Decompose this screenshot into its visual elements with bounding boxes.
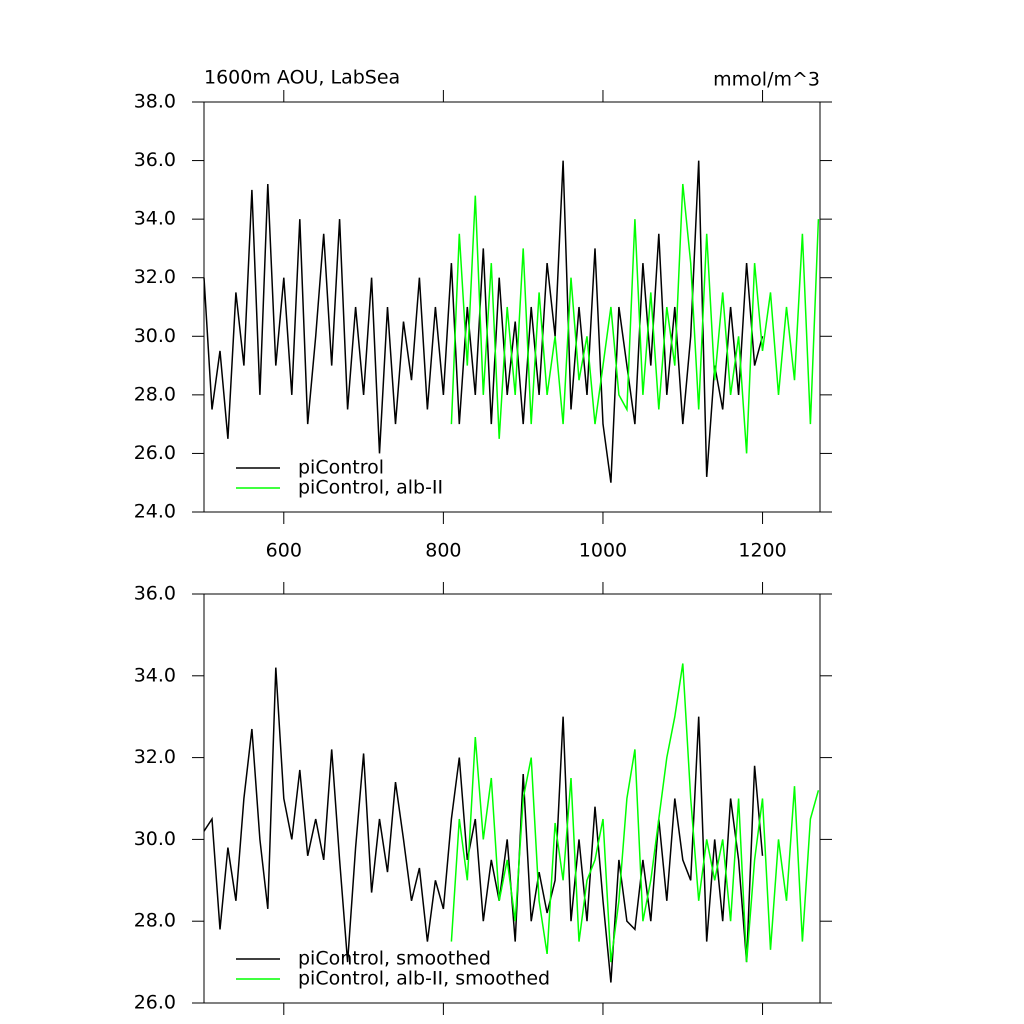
x-tick-label: 1200: [738, 540, 786, 562]
y-tick-label: 32.0: [134, 266, 176, 288]
x-tick-label: 800: [425, 540, 461, 562]
series-line: [450, 663, 820, 963]
y-tick-label: 30.0: [134, 828, 176, 850]
y-tick-label: 28.0: [134, 910, 176, 932]
y-tick-label: 32.0: [134, 746, 176, 768]
series-line: [203, 667, 764, 983]
units-label: mmol/m^3: [713, 69, 820, 91]
y-tick-label: 30.0: [134, 325, 176, 347]
y-tick-label: 36.0: [134, 583, 176, 605]
y-tick-label: 38.0: [134, 91, 176, 113]
y-tick-label: 26.0: [134, 992, 176, 1014]
y-tick-label: 36.0: [134, 149, 176, 171]
chart-title: 1600m AOU, LabSea: [204, 67, 400, 89]
legend-label: piControl, alb-II: [298, 477, 443, 499]
plot-frame: [203, 593, 821, 1004]
legend-label: piControl: [298, 457, 384, 479]
series-line: [203, 160, 764, 483]
x-tick-label: 600: [266, 540, 302, 562]
legend-label: piControl, alb-II, smoothed: [298, 968, 550, 990]
series-line: [450, 183, 820, 454]
y-tick-label: 26.0: [134, 442, 176, 464]
y-tick-label: 28.0: [134, 383, 176, 405]
x-tick-label: 1000: [579, 540, 627, 562]
plot-frame: [203, 101, 821, 513]
y-tick-label: 34.0: [134, 664, 176, 686]
legend-label: piControl, smoothed: [298, 948, 491, 970]
y-tick-label: 24.0: [134, 501, 176, 523]
y-tick-label: 34.0: [134, 208, 176, 230]
